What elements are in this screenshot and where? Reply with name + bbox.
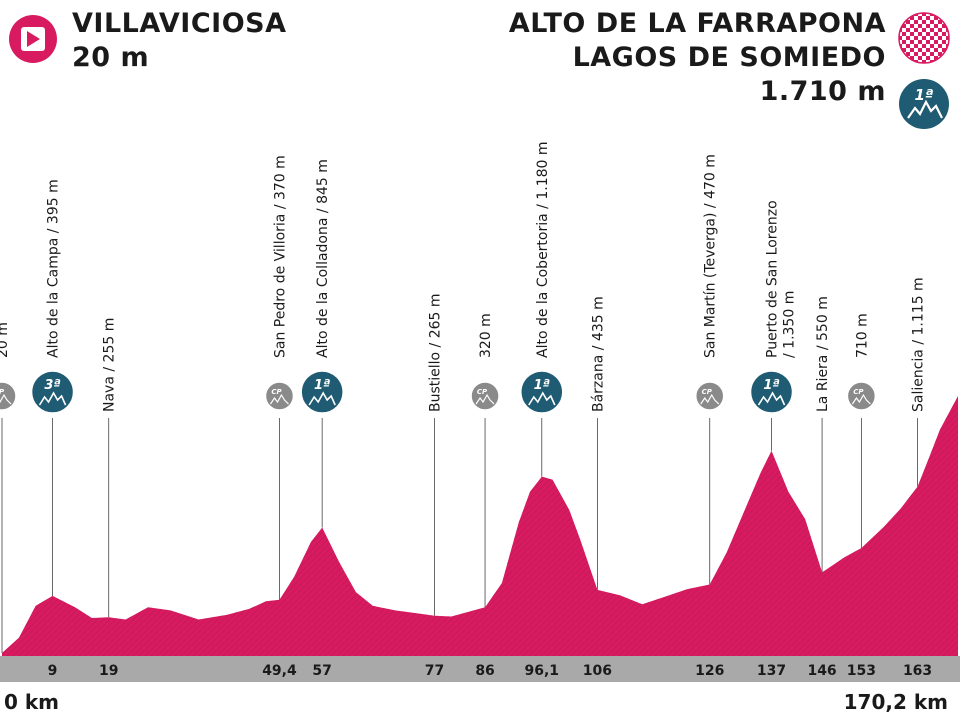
point-label-saliencia: Saliencia / 1.115 m — [911, 277, 927, 412]
point-label-point: 20 m — [0, 322, 11, 358]
profile-texture — [2, 396, 958, 656]
sprint-point-icon-san-pedro-de-villoria: CP — [264, 381, 295, 411]
point-name: Saliencia — [911, 349, 927, 412]
point-elevation: 435 m — [590, 296, 606, 341]
point-elevation: 1.350 m — [782, 291, 798, 349]
finish-badge-text: 1ª — [915, 86, 934, 104]
point-label-san-mart-n-teverga: San Martín (Teverga) / 470 m — [703, 154, 719, 358]
point-name: Bárzana — [590, 355, 606, 412]
point-elevation: 1.180 m — [535, 141, 551, 199]
km-tick-point-86: 86 — [475, 663, 494, 679]
km-tick-alto-de-la-campa: 9 — [48, 663, 58, 679]
point-name: Alto de la Colladona — [315, 218, 331, 358]
point-name: La Riera — [815, 355, 831, 412]
climb-category-label: 1ª — [763, 378, 779, 393]
point-elevation: 550 m — [815, 296, 831, 341]
point-elevation: 470 m — [703, 154, 719, 199]
point-label-b-rzana: Bárzana / 435 m — [590, 296, 606, 412]
play-icon — [9, 15, 57, 63]
climb-category-icon-alto-de-la-campa: 3ª — [30, 370, 75, 414]
climb-category-icon-puerto-de-san-lorenzo: 1ª — [749, 370, 794, 414]
sprint-point-label: CP — [853, 388, 864, 396]
sprint-point-label: CP — [477, 388, 488, 396]
point-name: San Martín (Teverga) — [703, 213, 719, 359]
point-elevation: 1.115 m — [911, 277, 927, 335]
sprint-point-label: CP — [271, 388, 282, 396]
point-label-nava: Nava / 255 m — [102, 318, 118, 412]
sprint-point-icon-san-mart-n-teverga: CP — [694, 381, 725, 411]
point-elevation-puerto-de-san-lorenzo: / 1.350 m — [782, 291, 798, 358]
point-name: Puerto de San Lorenzo — [765, 200, 781, 358]
km-tick-bustiello: 77 — [425, 663, 444, 679]
finish-name-line1: ALTO DE LA FARRAPONA — [508, 8, 886, 39]
start-elevation: 20 m — [72, 42, 150, 73]
finish-climb-badge-icon: 1ª — [899, 79, 949, 129]
km-tick-alto-de-la-cobertoria: 96,1 — [525, 663, 560, 679]
km-tick-la-riera: 146 — [807, 663, 836, 679]
point-elevation: 20 m — [0, 322, 11, 358]
checkered-flag-icon — [898, 12, 950, 64]
km-tick-san-mart-n-teverga: 126 — [695, 663, 724, 679]
point-label-puerto-de-san-lorenzo: Puerto de San Lorenzo — [765, 200, 781, 358]
point-elevation: 255 m — [102, 318, 118, 363]
point-label-la-riera: La Riera / 550 m — [815, 296, 831, 412]
km-tick-point-153: 153 — [847, 663, 876, 679]
point-label-alto-de-la-cobertoria: Alto de la Cobertoria / 1.180 m — [535, 141, 551, 358]
point-elevation: 320 m — [478, 313, 494, 358]
point-label-point-86: 320 m — [478, 313, 494, 358]
point-name: San Pedro de Villoria — [272, 214, 288, 358]
point-label-san-pedro-de-villoria: San Pedro de Villoria / 370 m — [272, 155, 288, 358]
point-label-alto-de-la-colladona: Alto de la Colladona / 845 m — [315, 159, 331, 358]
climb-category-label: 1ª — [314, 378, 330, 393]
distance-end-label: 170,2 km — [843, 690, 948, 714]
km-tick-puerto-de-san-lorenzo: 137 — [757, 663, 786, 679]
finish-elevation: 1.710 m — [759, 76, 886, 107]
distance-start-label: 0 km — [4, 690, 60, 714]
km-tick-san-pedro-de-villoria: 49,4 — [262, 663, 297, 679]
km-tick-saliencia: 163 — [903, 663, 932, 679]
sprint-point-label: CP — [0, 388, 5, 396]
point-name: Bustiello — [428, 352, 444, 412]
start-town-name: VILLAVICIOSA — [72, 8, 287, 39]
km-tick-b-rzana: 106 — [583, 663, 612, 679]
point-name: Alto de la Cobertoria — [535, 213, 551, 358]
axis-band — [0, 656, 960, 682]
climb-category-label: 3ª — [44, 378, 60, 393]
point-elevation: 265 m — [428, 293, 444, 338]
sprint-point-icon-point: CP — [0, 381, 17, 411]
point-elevation: 710 m — [854, 313, 870, 358]
climb-category-label: 1ª — [534, 378, 550, 393]
point-elevation: 370 m — [272, 155, 288, 200]
sprint-point-icon-point-153: CP — [846, 381, 877, 411]
point-elevation: 845 m — [315, 159, 331, 204]
sprint-point-icon-point-86: CP — [470, 381, 500, 411]
point-label-bustiello: Bustiello / 265 m — [428, 293, 444, 412]
sprint-point-label: CP — [702, 388, 713, 396]
point-label-point-153: 710 m — [854, 313, 870, 358]
point-name: Alto de la Campa — [46, 238, 62, 358]
climb-category-icon-alto-de-la-cobertoria: 1ª — [520, 370, 564, 414]
km-tick-nava: 19 — [99, 663, 118, 679]
point-name: Nava — [102, 376, 118, 412]
point-elevation: 395 m — [46, 179, 62, 224]
km-tick-alto-de-la-colladona: 57 — [312, 663, 331, 679]
point-label-alto-de-la-campa: Alto de la Campa / 395 m — [46, 179, 62, 358]
climb-category-icon-alto-de-la-colladona: 1ª — [300, 370, 344, 414]
finish-name-line2: LAGOS DE SOMIEDO — [572, 42, 886, 73]
